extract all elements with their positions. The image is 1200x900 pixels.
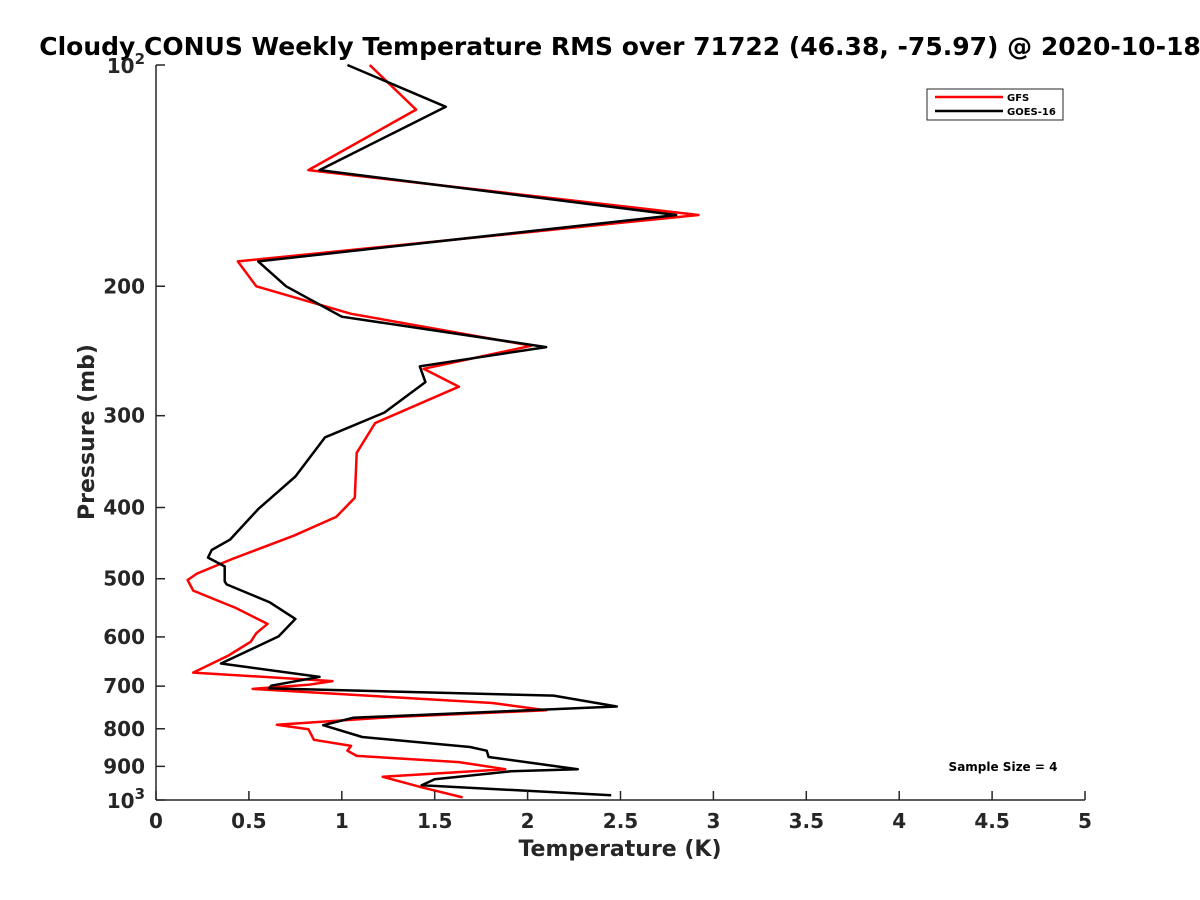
legend-label-gfs: GFS <box>1007 93 1029 104</box>
x-tick-label: 0.5 <box>231 809 266 833</box>
x-tick-label: 2 <box>521 809 535 833</box>
x-tick-label: 1.5 <box>417 809 452 833</box>
y-tick-label: 300 <box>103 404 145 428</box>
chart-title: Cloudy CONUS Weekly Temperature RMS over… <box>39 32 1200 61</box>
y-tick-label: 600 <box>103 625 145 649</box>
legend-label-goes16: GOES-16 <box>1007 107 1056 118</box>
legend-box <box>926 88 1064 121</box>
x-tick-label: 0 <box>149 809 163 833</box>
y-tick-label: 400 <box>103 496 145 520</box>
y-tick-label: 500 <box>103 567 145 591</box>
y-tick-label: 103 <box>107 785 145 813</box>
y-tick-label: 700 <box>103 674 145 698</box>
y-tick-label: 102 <box>107 50 145 78</box>
x-axis-label: Temperature (K) <box>518 837 721 862</box>
x-tick-label: 3 <box>706 809 720 833</box>
y-tick-label: 200 <box>103 274 145 298</box>
x-axis-ticks: 0 0.5 1 1.5 2 2.5 3 3.5 4 4.5 5 <box>149 791 1092 833</box>
legend: GFS GOES-16 <box>926 88 1064 121</box>
series-line-gfs <box>186 64 700 799</box>
series-line-goes16 <box>206 63 678 797</box>
x-tick-label: 1 <box>335 809 349 833</box>
y-tick-label-base: 10 <box>107 54 135 78</box>
y-tick-label-exponent: 2 <box>135 50 145 68</box>
y-tick-label-base: 10 <box>107 789 135 813</box>
y-tick-label: 900 <box>103 754 145 778</box>
plot-area <box>186 63 700 799</box>
x-tick-label: 2.5 <box>603 809 638 833</box>
y-tick-label-exponent: 3 <box>135 785 145 803</box>
y-axis-label: Pressure (mb) <box>75 344 100 520</box>
x-tick-label: 4.5 <box>974 809 1009 833</box>
x-tick-label: 4 <box>892 809 906 833</box>
x-tick-label: 3.5 <box>789 809 824 833</box>
sample-size-annotation: Sample Size = 4 <box>949 760 1058 774</box>
x-tick-label: 5 <box>1078 809 1092 833</box>
y-tick-label: 800 <box>103 717 145 741</box>
